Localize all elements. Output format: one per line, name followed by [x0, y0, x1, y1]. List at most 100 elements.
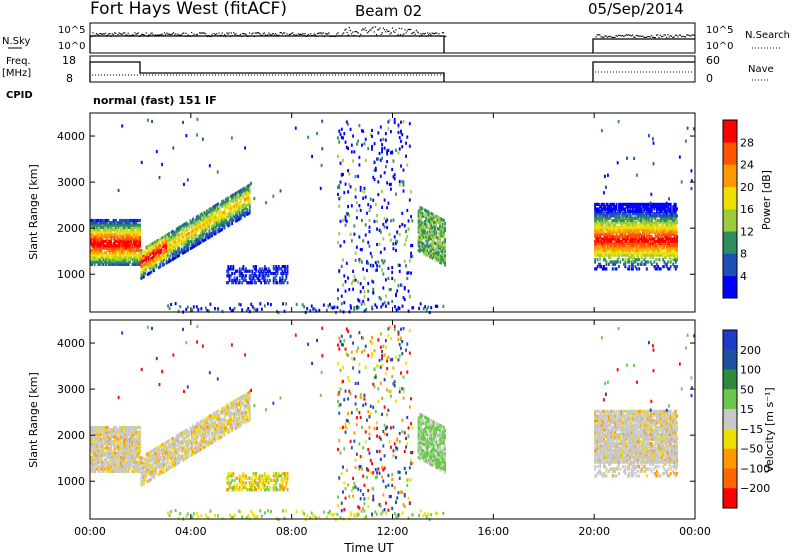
power-echo	[200, 222, 202, 225]
power-echo	[601, 129, 603, 132]
power-echo	[370, 198, 372, 201]
power-echo	[374, 161, 376, 164]
power-echo	[240, 198, 242, 201]
power-echo	[390, 288, 392, 291]
noise-sample	[349, 27, 350, 28]
noise-sample	[131, 35, 132, 36]
power-echo	[321, 164, 323, 167]
velocity-echoes	[90, 325, 695, 522]
power-echo	[384, 301, 386, 304]
noise-sample	[264, 32, 265, 33]
noise-sample	[213, 35, 214, 36]
power-echo	[362, 286, 364, 289]
noise-sample	[622, 35, 623, 36]
noise-sample	[444, 36, 445, 37]
power-echo	[427, 224, 429, 227]
power-echo	[385, 278, 387, 281]
noise-sample	[428, 34, 429, 35]
noise-sample	[685, 36, 686, 37]
noise-sample	[681, 36, 682, 37]
power-echo	[366, 269, 368, 272]
power-echo	[367, 241, 369, 244]
power-echo	[676, 214, 678, 217]
noise-sample	[633, 36, 634, 37]
power-echo	[350, 185, 352, 188]
noise-sample	[223, 36, 224, 37]
noise-sample	[399, 28, 400, 29]
noise-sample	[425, 33, 426, 34]
noise-sample	[174, 34, 175, 35]
noise-sample	[422, 33, 423, 34]
noise-sample	[129, 35, 130, 36]
power-echo	[390, 239, 392, 242]
power-echo	[161, 248, 163, 251]
power-echo	[356, 209, 358, 212]
power-echo	[355, 259, 357, 262]
noise-sample	[377, 29, 378, 30]
power-echo	[386, 226, 388, 229]
power-echo	[222, 310, 224, 313]
noise-sample	[303, 35, 304, 36]
noise-sample	[613, 37, 614, 38]
noise-sample	[145, 35, 146, 36]
power-echo	[379, 265, 381, 268]
power-echo	[118, 189, 120, 192]
power-echo	[287, 265, 289, 268]
power-echo	[217, 307, 219, 310]
power-echo	[285, 302, 287, 305]
power-echo	[676, 228, 678, 231]
power-echo	[342, 136, 344, 139]
power-echo	[367, 147, 369, 150]
power-echo	[409, 198, 411, 201]
power-echo	[648, 134, 650, 137]
power-echo	[390, 183, 392, 186]
power-echo	[401, 133, 403, 136]
power-echo	[444, 227, 446, 230]
power-echo	[362, 239, 364, 242]
power-echo	[399, 225, 401, 228]
noise-sample	[299, 34, 300, 35]
noise-sample	[298, 33, 299, 34]
power-echo	[411, 219, 413, 222]
power-echo	[345, 141, 347, 144]
power-echo	[433, 213, 435, 216]
noise-sample	[268, 32, 269, 33]
power-echo	[380, 175, 382, 178]
power-echo	[197, 308, 199, 311]
noise-sample	[336, 34, 337, 35]
power-echo	[652, 137, 654, 140]
noise-sample	[188, 34, 189, 35]
power-echo	[311, 155, 313, 158]
power-echo	[196, 305, 198, 308]
noise-sample	[335, 36, 336, 37]
power-echo	[202, 138, 204, 141]
power-echo	[387, 302, 389, 305]
power-colorbar-swatch	[723, 165, 737, 188]
power-echo	[360, 282, 362, 285]
power-echo	[444, 254, 446, 257]
power-echo	[676, 219, 678, 222]
noise-sample	[598, 34, 599, 35]
power-echo	[185, 134, 187, 137]
power-echo	[395, 294, 397, 297]
noise-sample	[283, 33, 284, 34]
power-echo	[245, 274, 247, 277]
mode-text: normal (fast) 151 IF	[93, 94, 217, 107]
power-colorbar-swatch	[723, 254, 737, 277]
noise-sample	[329, 36, 330, 37]
power-echo	[338, 130, 340, 133]
power-echo	[443, 219, 445, 222]
power-echo	[372, 280, 374, 283]
power-echo	[227, 196, 229, 199]
power-echo	[384, 171, 386, 174]
power-echo	[399, 136, 401, 139]
power-echo	[670, 203, 672, 206]
power-echo	[351, 204, 353, 207]
power-echo	[323, 303, 325, 306]
noise-sample	[238, 35, 239, 36]
power-echo	[384, 147, 386, 150]
power-echo	[381, 150, 383, 153]
power-echo	[345, 183, 347, 186]
power-echo	[362, 197, 364, 200]
power-echo	[175, 302, 177, 305]
